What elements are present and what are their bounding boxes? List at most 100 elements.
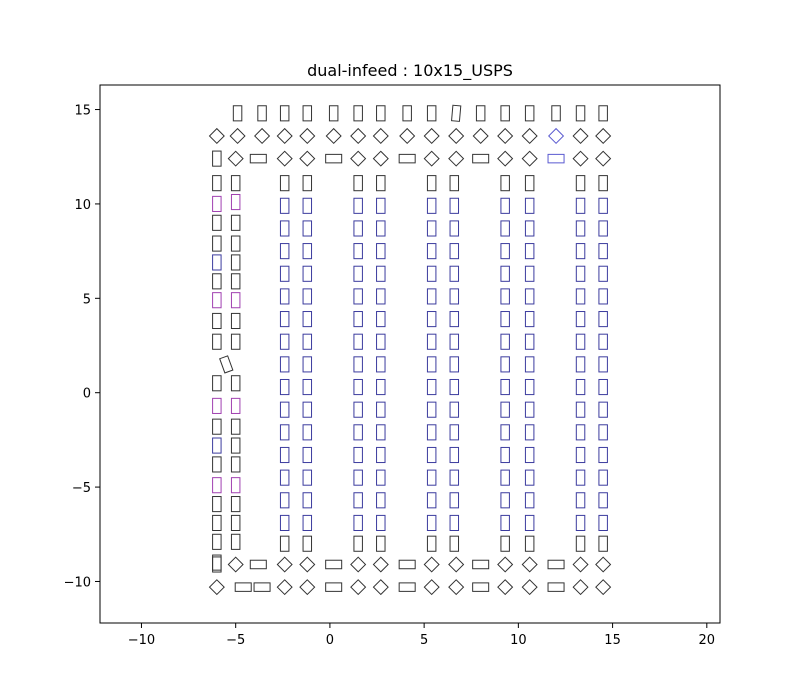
data-point — [353, 514, 363, 532]
data-point — [212, 292, 222, 309]
data-point — [230, 312, 241, 330]
data-point — [426, 401, 437, 418]
data-point — [575, 446, 586, 464]
data-point — [575, 333, 586, 350]
data-point — [575, 175, 586, 192]
data-point — [212, 418, 222, 435]
x-tick-label: 5 — [420, 633, 428, 648]
data-point — [598, 378, 608, 396]
data-point — [208, 127, 225, 145]
data-point — [325, 153, 343, 164]
data-point — [230, 273, 241, 290]
data-point — [595, 127, 612, 145]
data-point — [449, 175, 460, 192]
data-point — [524, 197, 535, 214]
data-point — [524, 514, 535, 532]
data-point — [426, 265, 437, 282]
data-point — [276, 150, 293, 167]
y-tick-label: 10 — [74, 198, 91, 213]
data-point — [524, 311, 535, 328]
data-point — [279, 424, 290, 441]
data-point — [426, 311, 437, 328]
data-point — [426, 220, 437, 237]
data-point — [302, 288, 313, 305]
data-point — [212, 214, 222, 231]
data-point — [521, 127, 538, 145]
data-point — [524, 356, 535, 373]
data-point — [219, 355, 234, 374]
data-point — [524, 378, 535, 396]
data-point — [575, 401, 586, 418]
data-point — [350, 579, 367, 596]
data-point — [524, 243, 535, 260]
data-point — [500, 175, 510, 192]
data-point — [353, 243, 363, 260]
data-point — [212, 375, 222, 392]
data-point — [350, 127, 367, 145]
data-point — [279, 535, 290, 552]
data-point — [426, 105, 437, 122]
data-point — [598, 265, 608, 282]
data-point — [500, 356, 510, 373]
data-point — [230, 292, 241, 309]
data-point — [353, 401, 363, 418]
data-point — [575, 243, 586, 260]
data-point — [376, 469, 386, 486]
data-point — [575, 356, 586, 373]
data-point — [598, 220, 608, 237]
data-point — [376, 288, 386, 305]
data-point — [208, 579, 225, 596]
data-point — [500, 378, 510, 396]
data-point — [551, 105, 561, 122]
data-point — [598, 535, 608, 552]
data-point — [521, 579, 538, 596]
data-point — [598, 197, 608, 214]
data-point — [350, 556, 367, 573]
y-tick-label: 15 — [74, 104, 91, 119]
data-point — [500, 333, 510, 350]
data-point — [448, 150, 465, 167]
data-point — [376, 378, 386, 396]
data-point — [423, 127, 440, 145]
data-point — [426, 378, 437, 396]
data-point — [302, 333, 313, 350]
data-point — [302, 469, 313, 486]
data-point — [524, 220, 535, 237]
data-point — [448, 556, 465, 573]
data-point — [302, 535, 313, 552]
data-point — [575, 197, 586, 214]
data-point — [449, 514, 460, 532]
data-point — [279, 220, 290, 237]
data-point — [376, 535, 386, 552]
data-point — [372, 556, 389, 573]
data-point — [230, 533, 241, 550]
data-point — [230, 375, 241, 392]
x-tick-label: 15 — [604, 633, 621, 648]
data-point — [350, 150, 367, 167]
data-point — [575, 469, 586, 486]
data-point — [325, 559, 343, 570]
data-point — [575, 105, 586, 122]
data-point — [302, 492, 313, 509]
data-point — [500, 469, 510, 486]
data-point — [500, 311, 510, 328]
data-point — [353, 175, 363, 192]
data-point — [575, 514, 586, 532]
data-point — [353, 446, 363, 464]
data-point — [475, 105, 486, 122]
data-point — [302, 197, 313, 214]
data-point — [524, 446, 535, 464]
data-point — [353, 492, 363, 509]
data-point — [325, 582, 343, 592]
data-point — [279, 243, 290, 260]
x-tick-label: 20 — [699, 633, 716, 648]
data-point — [230, 214, 241, 231]
data-point — [575, 492, 586, 509]
data-point — [521, 556, 538, 573]
y-tick-label: 0 — [83, 387, 91, 402]
data-point — [426, 492, 437, 509]
data-point — [472, 153, 490, 164]
data-point — [230, 193, 241, 211]
data-point — [279, 197, 290, 214]
